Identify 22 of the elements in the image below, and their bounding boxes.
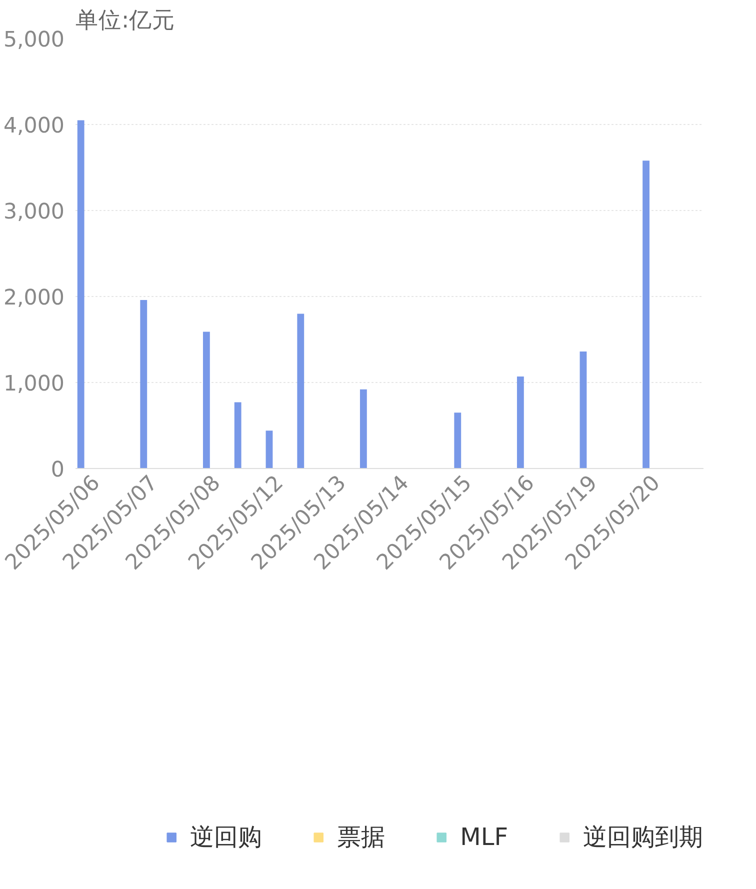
bar bbox=[454, 412, 462, 468]
y-tick-label: 0 bbox=[50, 458, 65, 482]
y-tick-label: 3,000 bbox=[3, 200, 65, 224]
chart-title: 单位:亿元 bbox=[76, 8, 176, 34]
bar bbox=[140, 300, 148, 468]
y-tick-label: 2,000 bbox=[3, 286, 65, 310]
bar bbox=[77, 120, 84, 468]
bar bbox=[360, 389, 367, 468]
bar bbox=[297, 314, 304, 468]
bar bbox=[266, 430, 273, 468]
bar bbox=[202, 332, 210, 468]
y-tick-label: 4,000 bbox=[3, 114, 65, 138]
legend-label: 逆回购到期 bbox=[583, 822, 703, 853]
legend-label: 票据 bbox=[337, 822, 386, 853]
bar bbox=[516, 376, 524, 468]
y-tick-label: 1,000 bbox=[3, 372, 65, 396]
bar bbox=[580, 352, 587, 468]
bar bbox=[642, 160, 650, 468]
legend-label: MLF bbox=[460, 823, 508, 851]
y-tick-label: 5,000 bbox=[3, 28, 65, 52]
legend-label: 逆回购 bbox=[190, 822, 262, 853]
bar bbox=[234, 402, 242, 468]
